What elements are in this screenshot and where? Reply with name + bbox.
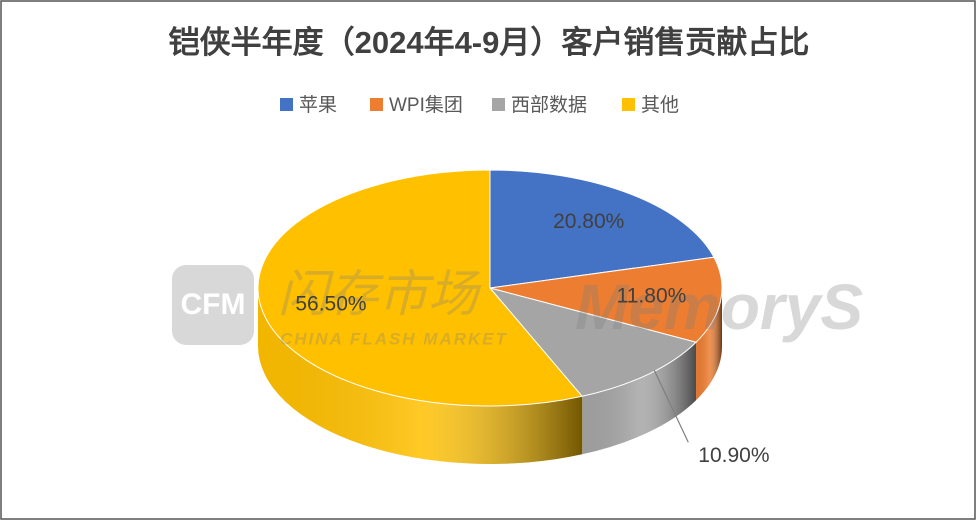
legend: 苹果 WPI集团 西部数据 其他: [280, 94, 679, 116]
legend-swatch: [280, 98, 293, 111]
slice-top: [489, 256, 723, 343]
legend-label: WPI集团: [389, 94, 463, 116]
data-label: 10.90%: [698, 444, 769, 467]
legend-label: 其他: [641, 94, 679, 116]
data-label: 20.80%: [553, 210, 624, 233]
data-label: 56.50%: [295, 292, 366, 315]
pie: [257, 169, 723, 464]
data-labels: 20.80% 11.80% 10.90% 56.50%: [295, 210, 769, 467]
legend-swatch: [622, 98, 635, 111]
slice-side-shade: [582, 342, 697, 455]
leader-line: [653, 370, 689, 443]
legend-swatch: [370, 98, 383, 111]
slice: [257, 169, 584, 464]
watermark-text: MemoryS: [575, 271, 863, 343]
watermark-text: CHINA FLASH MARKET: [280, 329, 508, 348]
watermark-text: CFM: [181, 288, 246, 321]
legend-label: 西部数据: [511, 94, 587, 116]
legend-swatch: [492, 98, 505, 111]
slice: [489, 256, 723, 401]
slice-side-shade: [258, 288, 583, 464]
slice: [489, 169, 715, 289]
slice: [488, 287, 698, 455]
slice-top: [488, 287, 698, 397]
legend-label: 苹果: [299, 94, 337, 116]
chart-title: 铠侠半年度（2024年4-9月）客户销售贡献占比: [169, 25, 810, 60]
watermark: CFM 闪存市场 CHINA FLASH MARKET MemoryS: [172, 265, 863, 348]
data-label: 11.80%: [617, 284, 687, 307]
slice-top: [257, 169, 584, 407]
slice-top: [489, 169, 715, 289]
watermark-logo: [172, 265, 254, 345]
watermark-text: 闪存市场: [278, 266, 482, 322]
